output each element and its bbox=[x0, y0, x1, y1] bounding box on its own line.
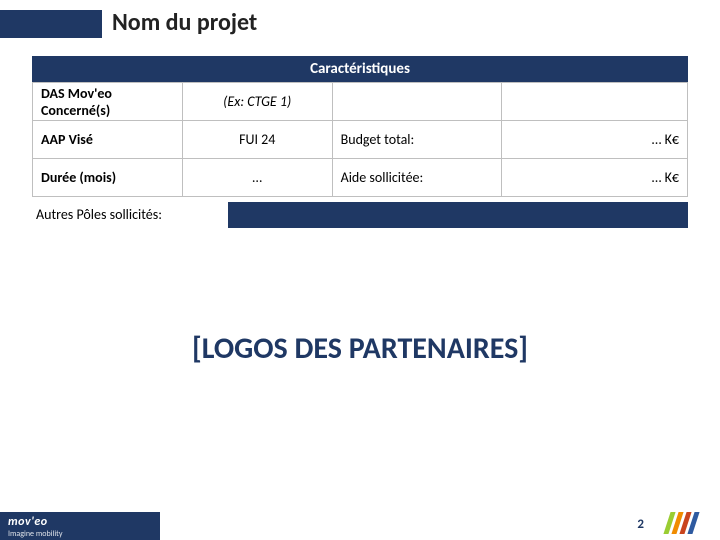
table-row: DAS Mov'eo Concerné(s) (Ex: CTGE 1) bbox=[33, 83, 688, 121]
cell-budget-value: … K€ bbox=[502, 121, 688, 159]
title-accent-bar bbox=[0, 10, 102, 38]
autres-label: Autres Pôles sollicités: bbox=[32, 202, 228, 228]
cell-aap-value: FUI 24 bbox=[182, 121, 332, 159]
table-row: Durée (mois) … Aide sollicitée: … K€ bbox=[33, 159, 688, 197]
table-row: AAP Visé FUI 24 Budget total: … K€ bbox=[33, 121, 688, 159]
cell-duree-value: … bbox=[182, 159, 332, 197]
footer-brand-text: mov'eo bbox=[8, 515, 152, 529]
cell-aide-label: Aide sollicitée: bbox=[332, 159, 502, 197]
title-row: Nom du projet bbox=[0, 6, 720, 42]
footer: mov'eo Imagine mobility 2 bbox=[0, 506, 720, 540]
page-number: 2 bbox=[637, 517, 644, 532]
cell-budget-label: Budget total: bbox=[332, 121, 502, 159]
characteristics-table: DAS Mov'eo Concerné(s) (Ex: CTGE 1) AAP … bbox=[32, 82, 688, 197]
cell-aide-value: … K€ bbox=[502, 159, 688, 197]
footer-brand-bar: mov'eo Imagine mobility bbox=[0, 512, 160, 540]
cell-das-value: (Ex: CTGE 1) bbox=[182, 83, 332, 121]
footer-stripes-icon bbox=[667, 512, 696, 534]
autres-fill-bar bbox=[228, 202, 688, 228]
page-title: Nom du projet bbox=[112, 8, 257, 37]
cell-das-value2 bbox=[502, 83, 688, 121]
characteristics-header: Caractéristiques bbox=[32, 56, 688, 82]
partners-logos-placeholder: [LOGOS DES PARTENAIRES] bbox=[0, 330, 720, 367]
cell-das-label: DAS Mov'eo Concerné(s) bbox=[33, 83, 183, 121]
cell-duree-label: Durée (mois) bbox=[33, 159, 183, 197]
cell-aap-label: AAP Visé bbox=[33, 121, 183, 159]
footer-tagline: Imagine mobility bbox=[8, 529, 152, 539]
cell-das-label2 bbox=[332, 83, 502, 121]
autres-row: Autres Pôles sollicités: bbox=[32, 202, 688, 228]
